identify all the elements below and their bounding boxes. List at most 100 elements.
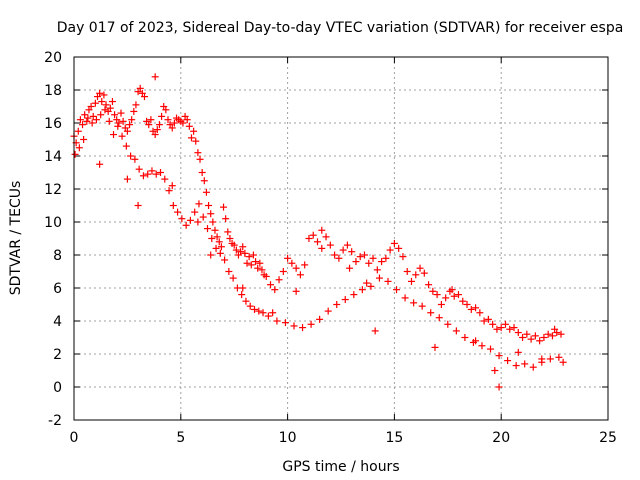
data-point — [79, 121, 87, 129]
data-point — [429, 287, 437, 295]
data-point — [198, 169, 206, 176]
data-point — [247, 261, 255, 269]
data-point — [356, 253, 364, 261]
data-point — [510, 324, 518, 332]
data-point — [521, 360, 529, 368]
data-point — [491, 367, 499, 374]
y-tick-label: 8 — [53, 248, 62, 264]
data-point — [331, 251, 339, 259]
data-point — [101, 106, 109, 114]
data-point — [296, 271, 304, 279]
data-point — [489, 320, 497, 328]
data-point — [309, 231, 317, 239]
data-point — [506, 325, 514, 333]
data-point — [123, 127, 131, 135]
data-point — [484, 315, 492, 323]
data-point — [168, 182, 176, 190]
data-point — [369, 254, 377, 262]
data-point — [182, 221, 190, 229]
data-point — [463, 301, 471, 308]
data-point — [209, 218, 217, 226]
chart-title: Day 017 of 2023, Sidereal Day-to-day VTE… — [57, 20, 624, 36]
data-point — [343, 241, 351, 249]
data-point — [307, 320, 315, 328]
y-tick-label: 14 — [44, 149, 62, 165]
data-point — [75, 144, 83, 152]
data-point — [352, 258, 360, 266]
data-points — [70, 73, 567, 391]
data-point — [110, 131, 118, 139]
data-point — [115, 119, 123, 127]
data-point — [97, 111, 105, 119]
data-point — [258, 266, 266, 274]
data-point — [416, 264, 424, 272]
data-point — [551, 325, 559, 333]
data-point — [255, 307, 263, 315]
y-axis-label: SDTVAR / TECUs — [8, 181, 24, 296]
data-point — [131, 155, 139, 163]
data-point — [467, 305, 475, 313]
data-point — [386, 246, 394, 254]
data-point — [153, 126, 161, 134]
data-point — [76, 116, 84, 124]
data-point — [358, 286, 366, 294]
data-point — [427, 309, 435, 317]
data-point — [102, 101, 110, 109]
data-point — [363, 279, 371, 287]
data-point — [476, 309, 484, 317]
data-point — [170, 119, 178, 127]
data-point — [114, 122, 122, 130]
data-point — [174, 208, 182, 216]
data-point — [147, 116, 155, 124]
data-point — [339, 246, 347, 254]
data-point — [84, 114, 92, 122]
y-tick-label: 16 — [44, 116, 62, 132]
data-point — [322, 233, 330, 241]
y-tick-label: 12 — [44, 182, 62, 198]
data-point — [192, 137, 200, 145]
data-point — [501, 320, 509, 328]
x-axis-label: GPS time / hours — [282, 459, 399, 475]
data-point — [348, 248, 356, 256]
data-point — [100, 91, 108, 99]
data-point — [350, 291, 358, 299]
data-point — [242, 297, 250, 305]
data-point — [128, 116, 136, 124]
data-point — [225, 268, 233, 275]
data-point — [185, 122, 193, 130]
data-point — [540, 334, 548, 341]
data-point — [87, 103, 95, 110]
data-point — [152, 170, 160, 178]
data-point — [118, 132, 126, 140]
data-point — [187, 134, 195, 142]
data-point — [81, 111, 89, 119]
data-point — [378, 258, 386, 266]
data-point — [91, 99, 99, 107]
data-point — [221, 256, 229, 264]
data-point — [207, 210, 215, 218]
data-point — [262, 272, 270, 280]
data-point — [183, 116, 191, 124]
data-point — [145, 121, 153, 129]
data-point — [186, 216, 194, 224]
data-point — [382, 254, 390, 262]
data-point — [305, 235, 313, 242]
x-tick-label: 0 — [70, 430, 79, 446]
data-point — [208, 235, 216, 242]
data-point — [111, 111, 119, 119]
y-tick-label: 18 — [44, 83, 62, 99]
data-point — [448, 286, 456, 294]
data-point — [472, 304, 480, 312]
data-point — [238, 291, 246, 299]
data-point — [514, 329, 522, 337]
data-point — [493, 325, 501, 333]
data-point — [169, 202, 177, 209]
data-point — [393, 286, 401, 294]
data-point — [267, 281, 275, 289]
data-point — [194, 149, 202, 157]
data-point — [256, 259, 264, 267]
data-point — [519, 334, 527, 341]
data-point — [92, 116, 100, 124]
data-point — [196, 155, 204, 163]
data-point — [83, 117, 91, 125]
